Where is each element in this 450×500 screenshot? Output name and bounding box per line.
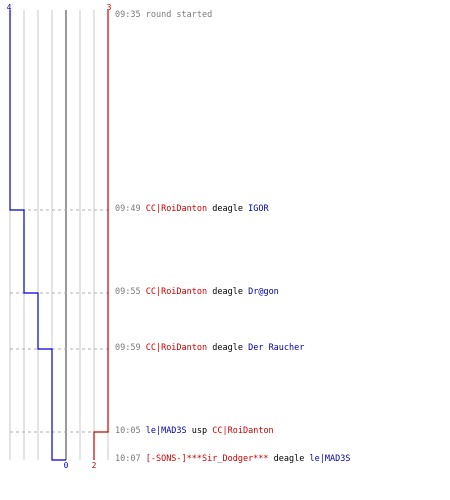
event-row: 09:49 CC|RoiDanton deagle IGOR: [115, 204, 269, 215]
event-player: round started: [145, 10, 213, 20]
series-blue-line: [9, 10, 66, 461]
event-row: 09:59 CC|RoiDanton deagle Der Raucher: [115, 343, 304, 354]
bottom-count-red: 2: [92, 461, 97, 470]
event-player: Dr@gon: [248, 287, 279, 297]
event-row: 10:05 le|MAD3S usp CC|RoiDanton: [115, 426, 274, 437]
top-count-red: 3: [107, 3, 112, 12]
count-labels: 4 3 0 2: [7, 3, 112, 470]
event-time: 09:35: [115, 10, 146, 20]
top-count-blue: 4: [7, 3, 12, 12]
event-player: Der Raucher: [248, 343, 305, 353]
event-player: IGOR: [248, 204, 269, 214]
event-player: CC|RoiDanton: [212, 426, 274, 436]
event-weapon: deagle: [268, 454, 310, 464]
event-guide-lines: [10, 209, 112, 433]
event-row: 10:07 [-SONS-]***Sir_Dodger*** deagle le…: [115, 454, 350, 465]
event-weapon: deagle: [207, 343, 249, 353]
series-red-line: [93, 10, 109, 460]
bottom-count-blue: 0: [64, 461, 69, 470]
team-series: [9, 10, 109, 461]
event-row: 09:55 CC|RoiDanton deagle Dr@gon: [115, 287, 279, 298]
event-row: 09:35 round started: [115, 10, 212, 21]
event-player: CC|RoiDanton: [145, 343, 208, 353]
event-weapon: deagle: [207, 204, 249, 214]
event-player: [-SONS-]***Sir_Dodger***: [145, 454, 269, 464]
event-time: 10:05: [115, 426, 146, 436]
event-time: 10:07: [115, 454, 146, 464]
event-player: CC|RoiDanton: [145, 287, 208, 297]
event-weapon: deagle: [207, 287, 249, 297]
event-player: CC|RoiDanton: [145, 204, 208, 214]
grid-lines: [9, 10, 109, 460]
event-time: 09:55: [115, 287, 146, 297]
event-player: le|MAD3S: [309, 454, 351, 464]
event-time: 09:49: [115, 204, 146, 214]
event-weapon: usp: [186, 426, 213, 436]
event-time: 09:59: [115, 343, 146, 353]
event-player: le|MAD3S: [145, 426, 187, 436]
